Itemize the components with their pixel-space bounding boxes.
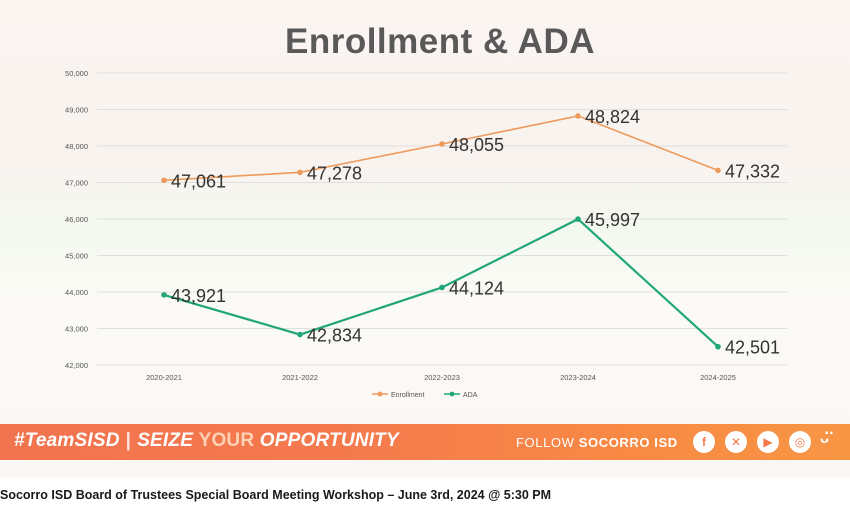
data-point-ada [715,343,721,350]
x-tick-label: 2022-2023 [424,373,460,382]
data-label-enrollment: 48,055 [449,135,504,155]
x-tick-label: 2024-2025 [700,373,736,382]
data-label-enrollment: 47,061 [171,171,226,191]
data-label-ada: 44,124 [449,278,504,298]
series-line-ada [163,217,719,348]
instagram-icon[interactable]: ◎ [789,431,811,453]
data-point-ada [161,292,167,298]
follow-name: SOCORRO ISD [578,435,678,450]
y-tick-label: 49,000 [65,106,88,115]
data-point-enrollment [439,141,445,147]
x-icon[interactable]: ✕ [725,431,747,453]
slogan-seize: SEIZE [137,430,194,451]
data-label-ada: 43,921 [171,286,226,306]
y-tick-label: 50,000 [65,69,88,78]
chart-title: Enrollment & ADA [284,22,596,61]
y-tick-label: 47,000 [65,179,88,188]
snapchat-icon[interactable]: ᵕ̈ [820,428,830,453]
gridlines [97,72,787,366]
y-tick-label: 45,000 [65,252,88,261]
legend-label-ada: ADA [463,392,478,399]
data-point-ada [575,216,581,222]
data-label-ada: 42,834 [307,326,362,346]
data-point-enrollment [161,177,167,184]
legend: Enrollment ADA [372,391,478,399]
y-axis-tick-labels: 42,000 43,000 44,000 45,000 46,000 47,000 48,0… [65,69,88,370]
data-label-enrollment: 48,824 [585,107,640,127]
y-tick-label: 46,000 [65,215,88,224]
data-point-ada [297,331,303,338]
presentation-slide: Enrollment & ADA 42,000 43,000 44,000 45,00… [0,0,850,478]
y-tick-label: 43,000 [65,325,88,334]
banner-slogan: #TeamSISD | SEIZE YOUR OPPORTUNITY [14,430,399,451]
follow-label: FOLLOW [516,435,575,450]
facebook-icon[interactable]: f [693,431,715,453]
data-point-enrollment [715,167,721,174]
slogan-your: YOUR [198,430,255,451]
legend-marker-ada [449,391,455,397]
legend-marker-enrollment [377,391,383,397]
follow-text: FOLLOW SOCORRO ISD [516,435,678,450]
y-tick-label: 42,000 [65,361,88,370]
x-tick-label: 2021-2022 [282,373,318,382]
video-caption: Socorro ISD Board of Trustees Special Bo… [0,488,551,502]
x-tick-label: 2020-2021 [146,373,182,382]
x-tick-label: 2023-2024 [560,373,596,382]
x-axis-tick-labels: 2020-2021 2021-2022 2022-2023 2023-2024 2024… [146,373,736,382]
youtube-icon[interactable]: ▶ [757,431,779,453]
data-label-ada: 42,501 [725,338,780,358]
data-point-ada [439,284,445,291]
data-point-enrollment [297,169,303,176]
legend-label-enrollment: Enrollment [391,392,425,399]
y-tick-label: 44,000 [65,288,88,297]
line-chart: 42,000 43,000 44,000 45,000 46,000 47,000 48,0… [65,69,787,399]
data-label-ada: 45,997 [585,210,640,230]
data-label-enrollment: 47,278 [307,163,362,183]
data-point-enrollment [575,113,581,119]
series-group: 47,061 47,278 48,055 48,824 47,332 43,921 42,8… [161,107,780,358]
hashtag: #TeamSISD [14,430,120,451]
y-tick-label: 48,000 [65,142,88,151]
footer-banner: #TeamSISD | SEIZE YOUR OPPORTUNITY FOLLOW … [0,424,850,460]
slogan-opportunity: OPPORTUNITY [259,430,399,451]
data-label-enrollment: 47,332 [725,161,780,181]
